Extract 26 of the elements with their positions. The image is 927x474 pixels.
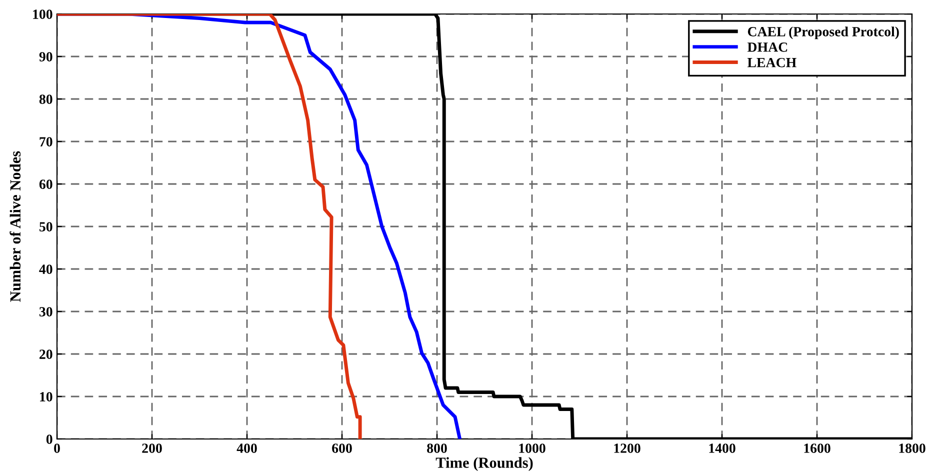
- y-tick-label: 40: [39, 264, 52, 274]
- x-tick-label: 800: [427, 444, 447, 453]
- y-tick-label: 100: [33, 10, 52, 19]
- x-tick-label: 600: [332, 444, 352, 453]
- y-tick-label: 50: [40, 222, 52, 232]
- y-tick-label: 80: [39, 94, 52, 104]
- legend-label: CAEL (Proposed Protcol): [748, 26, 899, 40]
- y-tick-label: 20: [40, 350, 52, 359]
- y-tick-label: 60: [39, 180, 52, 189]
- y-tick-label: 30: [39, 307, 52, 316]
- y-tick-label: 10: [40, 392, 52, 402]
- x-tick-label: 200: [142, 444, 162, 453]
- legend-label: LEACH: [747, 58, 796, 68]
- y-tick-label: 70: [40, 137, 52, 146]
- x-tick-label: 1800: [899, 444, 926, 453]
- x-tick-label: 0: [54, 444, 60, 453]
- legend-label: DHAC: [747, 42, 788, 52]
- x-tick-label: 1400: [709, 444, 736, 453]
- y-tick-label: 0: [46, 434, 52, 444]
- y-axis-title: Number of Alive Nodes: [10, 151, 21, 302]
- y-tick-label: 90: [39, 52, 52, 62]
- x-tick-label: 1000: [519, 444, 546, 453]
- x-tick-label: 1200: [614, 444, 640, 453]
- x-axis-title: Time (Rounds): [436, 457, 533, 472]
- x-tick-label: 1600: [804, 444, 830, 453]
- x-tick-label: 400: [236, 444, 257, 453]
